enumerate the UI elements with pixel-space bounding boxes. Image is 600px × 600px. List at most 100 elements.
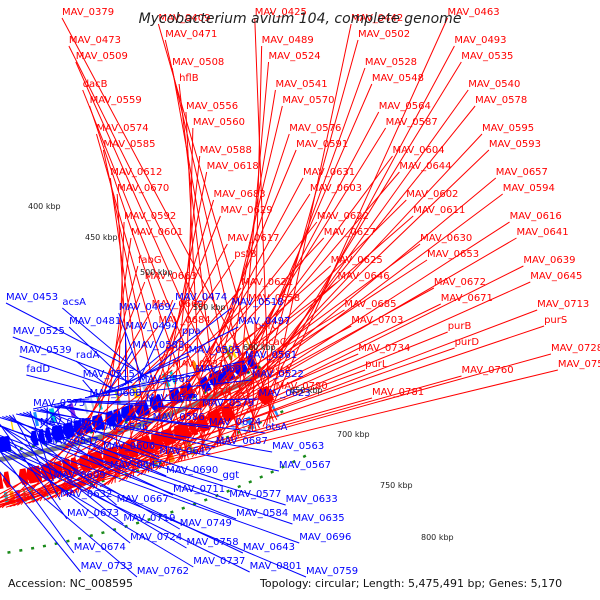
forward-gene-label[interactable]: phoP (165, 343, 190, 354)
forward-gene-label[interactable]: MAV_0570 (282, 95, 334, 106)
reverse-gene-label[interactable]: MAV_0647 (110, 460, 162, 471)
reverse-gene-label[interactable]: MAV_0759 (306, 566, 358, 577)
forward-gene-label[interactable]: MAV_0627 (324, 227, 376, 238)
forward-gene-label[interactable]: MAV_0625 (331, 255, 383, 266)
reverse-gene-label[interactable]: MAV_0801 (250, 561, 302, 572)
forward-gene-label[interactable]: MAV_0751 (558, 359, 600, 370)
forward-gene-label[interactable]: MAV_0473 (69, 35, 121, 46)
forward-gene-label[interactable]: MAV_0541 (275, 79, 327, 90)
forward-gene-label[interactable]: MAV_0593 (489, 139, 541, 150)
forward-gene-label[interactable]: purL (365, 359, 388, 370)
forward-gene-label[interactable]: MAV_0639 (523, 255, 575, 266)
forward-gene-label[interactable]: MAV_0653 (427, 249, 479, 260)
forward-gene-label[interactable]: MAV_0564 (379, 101, 431, 112)
forward-gene-label[interactable]: MAV_0658 (248, 293, 300, 304)
reverse-gene-label[interactable]: MAV_0515 (83, 369, 135, 380)
forward-gene-label[interactable]: MAV_0379 (62, 7, 114, 18)
forward-gene-label[interactable]: MAV_0591 (296, 139, 348, 150)
forward-gene-label[interactable]: MAV_0524 (269, 51, 321, 62)
forward-gene-label[interactable]: purB (448, 321, 472, 332)
reverse-gene-label[interactable]: MAV_0687 (216, 436, 268, 447)
reverse-gene-label[interactable]: acsA (62, 297, 86, 308)
forward-gene-label[interactable]: MAV_0489 (262, 35, 314, 46)
reverse-gene-label[interactable]: MAV_0733 (81, 561, 133, 572)
forward-gene-label[interactable]: MAV_0670 (117, 183, 169, 194)
reverse-gene-label[interactable]: MAV_0737 (193, 556, 245, 567)
forward-gene-label[interactable]: MAV_0612 (110, 167, 162, 178)
forward-gene-label[interactable]: MAV_0617 (227, 233, 279, 244)
reverse-gene-label[interactable]: MAV_0494 (125, 321, 177, 332)
reverse-gene-label[interactable]: MAV_0575 (33, 398, 85, 409)
reverse-gene-label[interactable]: MAV_0762 (137, 566, 189, 577)
forward-gene-label[interactable]: MAV_0587 (386, 117, 438, 128)
forward-gene-label[interactable]: MAV_0601 (131, 227, 183, 238)
forward-gene-label[interactable]: MAV_0728 (551, 343, 600, 354)
forward-gene-label[interactable]: fabG (138, 255, 162, 266)
forward-gene-label[interactable]: MAV_0731 (172, 359, 224, 370)
reverse-gene-label[interactable]: MAV_0632 (60, 489, 112, 500)
reverse-gene-label[interactable]: MAV_0533 (146, 393, 198, 404)
forward-gene-label[interactable]: MAV_0592 (124, 211, 176, 222)
reverse-gene-label[interactable]: MAV_0642 (159, 446, 211, 457)
reverse-gene-label[interactable]: MAV_0608 (89, 388, 141, 399)
reverse-gene-label[interactable]: MAV_0563 (272, 441, 324, 452)
forward-gene-label[interactable]: pstB (234, 249, 256, 260)
forward-gene-label[interactable]: MAV_0578 (475, 95, 527, 106)
forward-gene-label[interactable]: MAV_0602 (406, 189, 458, 200)
reverse-gene-label[interactable]: MAV_0583 (132, 340, 184, 351)
forward-gene-label[interactable]: pcaC (262, 337, 287, 348)
forward-gene-label[interactable]: hflB (179, 73, 199, 84)
forward-gene-label[interactable]: MAV_0509 (76, 51, 128, 62)
forward-gene-label[interactable]: MAV_0684 (159, 315, 211, 326)
forward-gene-label[interactable]: MAV_0644 (399, 161, 451, 172)
reverse-gene-label[interactable]: MAV_0481 (69, 316, 121, 327)
forward-gene-label[interactable]: purC (255, 321, 279, 332)
reverse-gene-label[interactable]: MAV_0474 (175, 292, 227, 303)
reverse-gene-label[interactable]: radA (76, 350, 100, 361)
forward-gene-label[interactable]: MAV_0604 (393, 145, 445, 156)
forward-gene-label[interactable]: MAV_0508 (172, 57, 224, 68)
reverse-gene-label[interactable]: MAV_0696 (299, 532, 351, 543)
forward-gene-label[interactable]: MAV_0585 (103, 139, 155, 150)
forward-gene-label[interactable]: MAV_0463 (448, 7, 500, 18)
forward-gene-label[interactable]: MAV_0774 (179, 387, 231, 398)
reverse-gene-label[interactable]: MAV_0719 (123, 513, 175, 524)
forward-gene-label[interactable]: MAV_0588 (200, 145, 252, 156)
forward-gene-label[interactable]: MAV_0671 (441, 293, 493, 304)
forward-gene-label[interactable]: MAV_0645 (530, 271, 582, 282)
forward-gene-label[interactable]: MAV_0611 (413, 205, 465, 216)
reverse-gene-label[interactable]: MAV_0623 (259, 388, 311, 399)
reverse-gene-label[interactable]: MAV_0673 (67, 508, 119, 519)
forward-gene-label[interactable]: MAV_0493 (454, 35, 506, 46)
forward-gene-label[interactable]: MAV_0663 (145, 271, 197, 282)
forward-gene-label[interactable]: MAV_0471 (165, 29, 217, 40)
reverse-gene-label[interactable]: MAV_0561 (245, 350, 297, 361)
forward-gene-label[interactable]: MAV_0616 (510, 211, 562, 222)
forward-gene-label[interactable]: MAV_0657 (496, 167, 548, 178)
forward-gene-label[interactable]: MAV_0595 (482, 123, 534, 134)
forward-gene-label[interactable]: MAV_0713 (537, 299, 589, 310)
reverse-gene-label[interactable]: MAV_0665 (40, 417, 92, 428)
forward-gene-label[interactable]: MAV_0559 (90, 95, 142, 106)
reverse-gene-label[interactable]: MAV_0497 (238, 316, 290, 327)
forward-gene-label[interactable]: MAV_0641 (516, 227, 568, 238)
forward-gene-label[interactable]: MAV_0442 (351, 13, 403, 24)
forward-gene-label[interactable]: MAV_0621 (241, 277, 293, 288)
forward-gene-label[interactable]: MAV_0646 (338, 271, 390, 282)
reverse-gene-label[interactable]: ppa (182, 326, 201, 337)
forward-gene-label[interactable]: MAV_0622 (317, 211, 369, 222)
forward-gene-label[interactable]: MAV_0603 (310, 183, 362, 194)
reverse-gene-label[interactable]: ggt (223, 470, 240, 481)
reverse-gene-label[interactable]: MAV_0536 (96, 422, 148, 433)
forward-gene-label[interactable]: MAV_0425 (255, 7, 307, 18)
reverse-gene-label[interactable]: MAV_0609 (53, 470, 105, 481)
forward-gene-label[interactable]: MAV_0576 (289, 123, 341, 134)
reverse-gene-label[interactable]: MAV_0643 (243, 542, 295, 553)
reverse-gene-label[interactable]: MAV_0674 (74, 542, 126, 553)
reverse-gene-label[interactable]: MAV_0518 (231, 297, 283, 308)
forward-gene-label[interactable]: MAV_0560 (193, 117, 245, 128)
reverse-gene-label[interactable]: MAV_0758 (187, 537, 239, 548)
reverse-gene-label[interactable]: fadD (26, 364, 50, 375)
forward-gene-label[interactable]: MAV_0528 (365, 57, 417, 68)
forward-gene-label[interactable]: MAV_0409 (158, 13, 210, 24)
